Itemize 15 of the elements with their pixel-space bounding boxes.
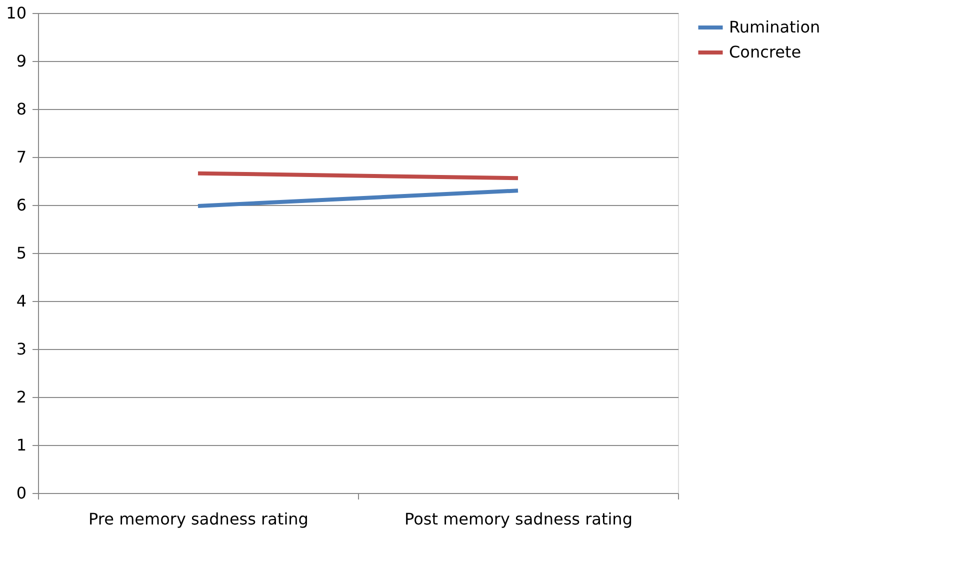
y-tick-label: 2 — [16, 388, 26, 406]
y-tick-label: 6 — [16, 196, 26, 214]
x-tick-label: Post memory sadness rating — [404, 510, 632, 528]
y-tick-label: 0 — [16, 484, 26, 502]
legend-label: Rumination — [729, 18, 820, 36]
y-tick-label: 8 — [16, 100, 26, 118]
y-tick-label: 10 — [6, 4, 26, 22]
y-tick-label: 9 — [16, 52, 26, 70]
y-tick-label: 1 — [16, 436, 26, 454]
y-tick-label: 7 — [16, 148, 26, 166]
legend-label: Concrete — [729, 42, 802, 62]
x-tick-label: Pre memory sadness rating — [88, 510, 308, 528]
y-tick-label: 5 — [16, 244, 26, 262]
y-tick-label: 4 — [16, 292, 26, 310]
y-tick-label: 3 — [16, 340, 26, 358]
